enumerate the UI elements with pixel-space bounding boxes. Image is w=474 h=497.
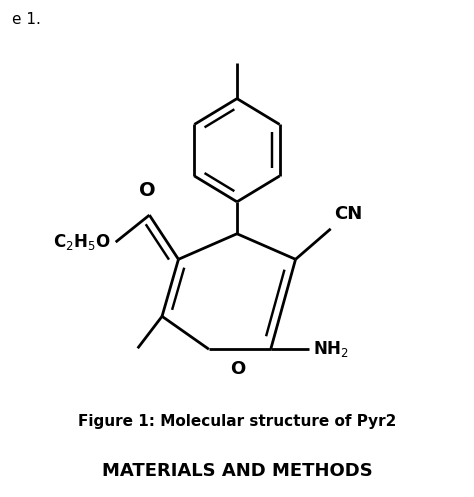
Text: C$_2$H$_5$O: C$_2$H$_5$O [54,232,111,252]
Text: CN: CN [335,205,363,223]
Text: e 1.: e 1. [12,11,41,27]
Text: Figure 1: Molecular structure of Pyr2: Figure 1: Molecular structure of Pyr2 [78,414,396,429]
Text: O: O [139,181,155,200]
Text: MATERIALS AND METHODS: MATERIALS AND METHODS [101,462,373,480]
Text: NH$_2$: NH$_2$ [313,339,349,359]
Text: O: O [230,360,245,378]
